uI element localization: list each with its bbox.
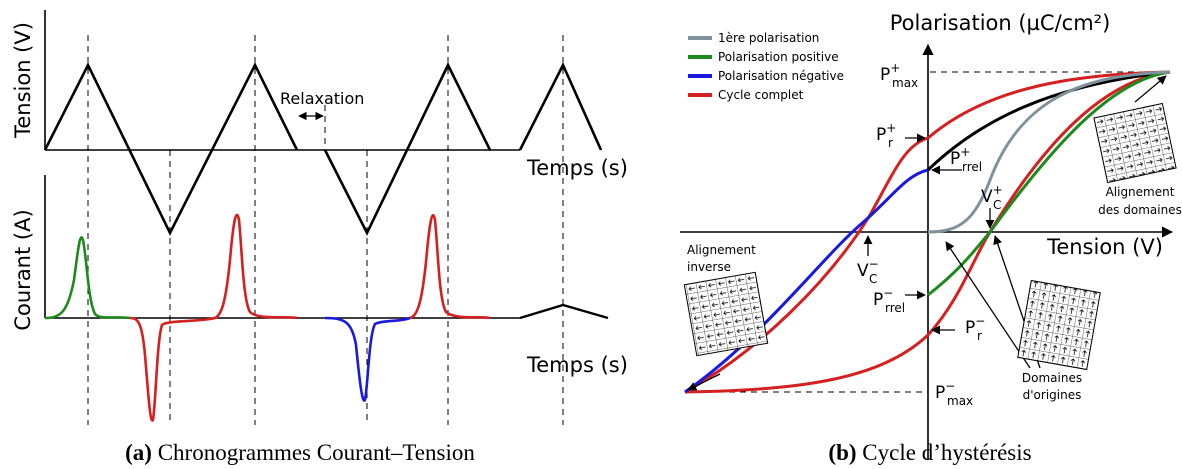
hysteresis-curve xyxy=(684,70,1171,394)
point-base: V xyxy=(857,261,869,281)
axis-label: Temps (s) xyxy=(526,353,628,377)
point-label: V+ C xyxy=(981,183,1003,212)
hysteresis-curve xyxy=(684,70,1171,394)
point-label: P+ max xyxy=(880,61,918,90)
point-label: P+ rrel xyxy=(950,145,982,174)
domain-icon xyxy=(683,271,769,357)
point-base: P xyxy=(935,383,945,403)
annotation: des domaines xyxy=(1098,203,1182,217)
point-sup: + xyxy=(993,183,1003,197)
hysteresis-curve xyxy=(684,168,929,394)
current-peak xyxy=(409,214,491,320)
current-peak xyxy=(44,236,131,320)
hysteresis-curve xyxy=(927,70,1171,297)
axis-label: Polarisation (µC/cm²) xyxy=(890,11,1111,35)
legend-label: 1ère polarisation xyxy=(718,31,819,45)
caption-label: (b) xyxy=(828,440,856,465)
point-base: P xyxy=(873,290,883,310)
point-label: P− max xyxy=(935,379,973,408)
legend-label: Cycle complet xyxy=(718,88,804,102)
annotation: Domaines xyxy=(1022,371,1082,385)
point-sub: rrel xyxy=(885,301,905,315)
caption: (a) Chronogrammes Courant–Tension xyxy=(125,440,475,465)
point-sub: r xyxy=(888,136,893,150)
point-sup: − xyxy=(869,257,879,271)
current-peak xyxy=(324,316,411,402)
point-base: P xyxy=(950,149,960,169)
point-label: P− rrel xyxy=(873,286,905,315)
point-sup: − xyxy=(975,314,985,328)
point-sub: max xyxy=(947,394,973,408)
caption-label: (a) xyxy=(125,440,152,465)
legend-label: Polarisation négative xyxy=(718,69,844,83)
axis-label: Tension (V) xyxy=(1046,235,1163,259)
point-sub: C xyxy=(993,198,1001,212)
current-peak xyxy=(519,303,609,320)
point-base: P xyxy=(876,125,886,145)
domain-icon xyxy=(1093,102,1177,184)
point-base: P xyxy=(880,65,890,85)
panel-a: Tension (V) Temps (s) Courant (A) Temps … xyxy=(11,10,628,465)
point-base: P xyxy=(965,318,975,338)
caption-text: Chronogrammes Courant–Tension xyxy=(158,440,476,465)
annotation: Alignement xyxy=(1106,185,1175,199)
point-sup: − xyxy=(883,286,893,300)
caption-text: Cycle d’hystérésis xyxy=(862,440,1031,465)
annotation: Alignement xyxy=(687,243,756,257)
point-sub: rrel xyxy=(962,160,982,174)
domain-icon xyxy=(1017,279,1101,371)
caption: (b) Cycle d’hystérésis xyxy=(828,440,1031,465)
axis-label: Tension (V) xyxy=(11,22,35,139)
point-label: P− r xyxy=(965,314,985,343)
legend: 1ère polarisation Polarisation positive Po… xyxy=(688,31,844,102)
point-sub: r xyxy=(977,329,982,343)
point-sup: + xyxy=(890,61,900,75)
hysteresis-curve xyxy=(926,70,1171,172)
legend-label: Polarisation positive xyxy=(718,50,839,64)
voltage-wave xyxy=(43,61,603,236)
annotation: inverse xyxy=(687,260,731,274)
point-sup: + xyxy=(886,121,896,135)
hysteresis-curve xyxy=(927,70,1171,234)
axis-label: Courant (A) xyxy=(11,209,35,330)
current-peak xyxy=(129,213,298,422)
panel-b: Polarisation (µC/cm²) Tension (V) 1ère p… xyxy=(680,11,1182,465)
axis-label: Temps (s) xyxy=(526,156,628,180)
point-sup: − xyxy=(945,379,955,393)
point-label: P+ r xyxy=(876,121,896,150)
point-sub: C xyxy=(869,272,877,286)
point-label: V− C xyxy=(857,257,879,286)
point-base: V xyxy=(981,187,993,207)
annotation: d'origines xyxy=(1023,388,1082,402)
point-sub: max xyxy=(892,76,918,90)
point-sup: + xyxy=(960,145,970,159)
annotation: Relaxation xyxy=(280,89,364,108)
dashed-guides xyxy=(87,35,564,425)
